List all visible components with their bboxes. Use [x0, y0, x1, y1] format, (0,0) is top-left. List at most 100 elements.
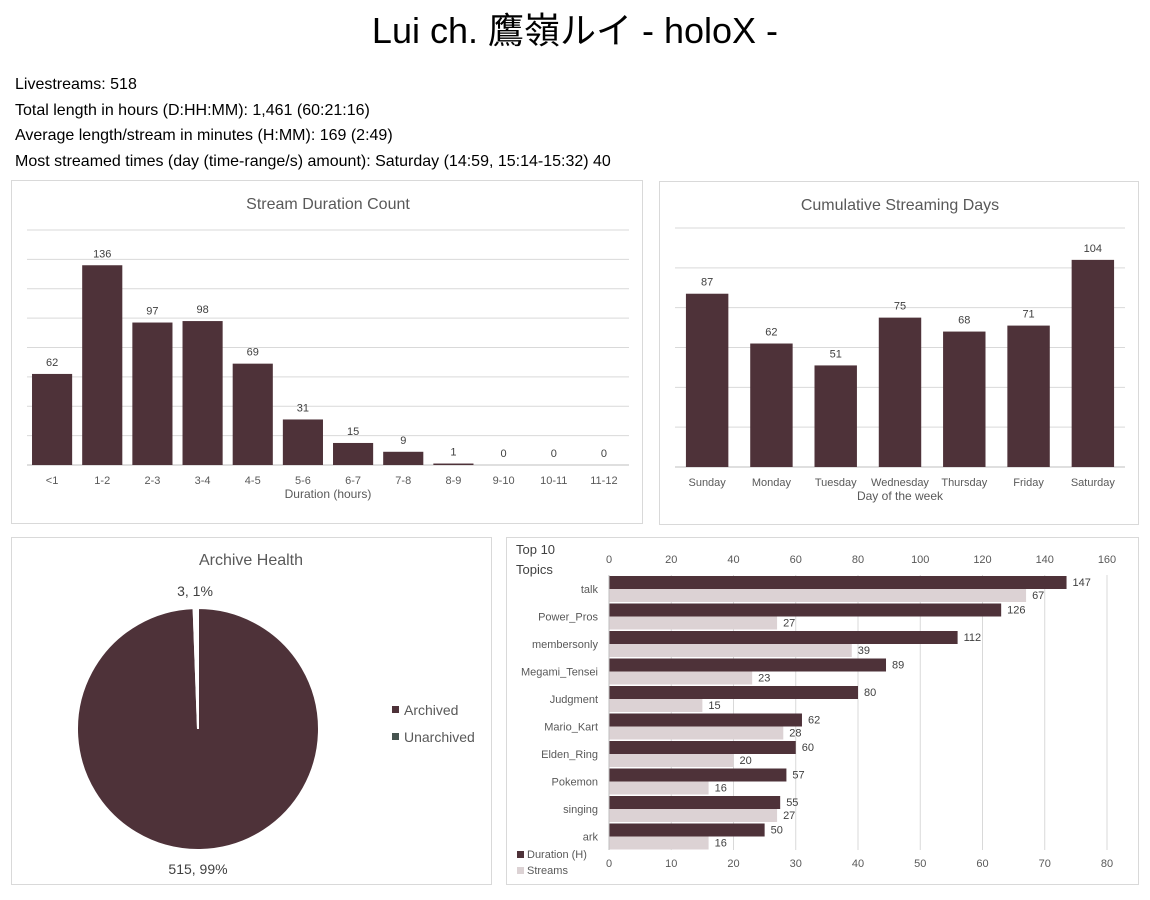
- topics-duration-bar: [609, 741, 796, 754]
- topics-chart-panel: Top 10 Topics 0 20 40 60 80 100 120 140 160 0 10 20 30…: [506, 537, 1139, 885]
- topics-category-label: Elden_Ring: [541, 749, 598, 761]
- topics-duration-label: 80: [864, 687, 876, 699]
- duration-data-label: 0: [601, 448, 607, 460]
- duration-data-label: 1: [450, 447, 456, 459]
- topics-streams-bar: [609, 781, 709, 795]
- topics-top-tick: 80: [852, 554, 864, 566]
- topics-top-tick: 120: [973, 554, 991, 566]
- topics-duration-label: 147: [1073, 577, 1091, 589]
- topics-duration-bar: [609, 713, 802, 727]
- pie-data-label: 3, 1%: [177, 583, 213, 599]
- days-bar: [943, 331, 986, 467]
- page-title: Lui ch. 鷹嶺ルイ - holoX -: [371, 10, 779, 51]
- days-data-label: 68: [958, 315, 970, 327]
- topics-streams-label: 15: [708, 700, 720, 712]
- topics-streams-bar: [609, 836, 709, 850]
- topics-duration-label: 126: [1007, 605, 1025, 617]
- pie-slice-unarchived: [192, 606, 199, 730]
- topics-duration-bar: [609, 576, 1067, 589]
- topics-duration-bar: [609, 658, 887, 672]
- topics-top-tick: 60: [790, 554, 802, 566]
- topics-duration-bar: [609, 631, 958, 644]
- duration-tick-label: <1: [46, 475, 59, 487]
- days-bar: [1071, 259, 1115, 467]
- stat-average-length: Average length/stream in minutes (H:MM):…: [15, 127, 393, 145]
- duration-tick-label: 11-12: [590, 475, 617, 487]
- days-tick-label: Monday: [752, 477, 792, 489]
- duration-data-label: 0: [501, 448, 507, 460]
- topics-duration-bar: [609, 603, 1002, 617]
- topics-top-tick: 40: [727, 554, 739, 566]
- stats-block: Livestreams: 518 Total length in hours (…: [15, 72, 611, 175]
- legend-swatch: [392, 706, 399, 713]
- topics-streams-label: 67: [1032, 590, 1044, 602]
- topics-category-label: Mario_Kart: [544, 722, 598, 734]
- duration-bar: [32, 373, 73, 465]
- days-bar: [814, 365, 857, 467]
- days-tick-label: Tuesday: [815, 477, 857, 489]
- topics-streams-bar: [609, 671, 753, 685]
- days-data-label: 75: [894, 301, 906, 313]
- archive-chart-panel: Archive Health 515, 99% 3, 1% Archived Unarc…: [11, 537, 492, 885]
- duration-bar: [232, 363, 273, 465]
- duration-tick-label: 5-6: [295, 475, 311, 487]
- duration-tick-label: 3-4: [195, 475, 211, 487]
- days-tick-label: Friday: [1013, 477, 1044, 489]
- topics-category-label: Pokemon: [552, 777, 598, 789]
- duration-bar: [132, 322, 173, 465]
- days-bar: [750, 343, 793, 467]
- duration-x-axis-label: Duration (hours): [285, 487, 372, 501]
- topics-category-label: singing: [563, 804, 598, 816]
- topics-bottom-tick: 30: [790, 858, 802, 870]
- topics-streams-label: 16: [715, 838, 727, 850]
- days-tick-label: Saturday: [1071, 477, 1116, 489]
- topics-streams-label: 27: [783, 810, 795, 822]
- topics-streams-label: 28: [789, 728, 801, 740]
- days-title: Cumulative Streaming Days: [801, 197, 999, 214]
- topics-duration-label: 112: [964, 632, 982, 644]
- topics-duration-label: 60: [802, 742, 814, 754]
- topics-top-tick: 160: [1098, 554, 1116, 566]
- duration-data-label: 136: [93, 248, 111, 260]
- duration-data-label: 97: [146, 306, 158, 318]
- stat-livestreams: Livestreams: 518: [15, 76, 137, 93]
- topics-streams-label: 16: [715, 783, 727, 795]
- legend-swatch: [392, 733, 399, 740]
- topics-streams-bar: [609, 754, 734, 767]
- topics-duration-bar: [609, 823, 765, 837]
- topics-chart: Top 10 Topics 0 20 40 60 80 100 120 140 160 0 10 20 30…: [516, 542, 1116, 877]
- duration-tick-label: 7-8: [395, 475, 411, 487]
- topics-duration-label: 55: [786, 797, 798, 809]
- duration-bar: [433, 463, 474, 465]
- topics-bottom-tick: 70: [1039, 858, 1051, 870]
- topics-streams-bar: [609, 589, 1027, 602]
- topics-bottom-tick: 60: [976, 858, 988, 870]
- days-data-label: 51: [830, 348, 842, 360]
- pie-data-label: 515, 99%: [168, 861, 227, 877]
- topics-duration-bar: [609, 686, 858, 699]
- topics-duration-bar: [609, 768, 787, 782]
- topics-streams-bar: [609, 644, 852, 657]
- days-bar: [1007, 325, 1050, 467]
- topics-category-label: membersonly: [532, 639, 599, 651]
- topics-duration-label: 89: [892, 660, 904, 672]
- topics-top-tick: 100: [911, 554, 929, 566]
- topics-category-label: ark: [583, 832, 599, 844]
- legend-label: Archived: [404, 702, 458, 718]
- archive-title: Archive Health: [199, 552, 303, 569]
- days-data-label: 71: [1022, 309, 1034, 321]
- legend-label: Unarchived: [404, 729, 475, 745]
- days-bar: [685, 293, 729, 467]
- duration-tick-label: 1-2: [94, 475, 110, 487]
- duration-tick-label: 10-11: [540, 475, 567, 487]
- duration-tick-label: 9-10: [493, 475, 515, 487]
- legend-label: Streams: [527, 865, 568, 877]
- topics-streams-bar: [609, 699, 703, 712]
- duration-data-label: 98: [196, 304, 208, 316]
- topics-duration-label: 50: [771, 825, 783, 837]
- topics-duration-label: 62: [808, 715, 820, 727]
- topics-top-tick: 20: [665, 554, 677, 566]
- topics-bottom-tick: 40: [852, 858, 864, 870]
- legend-swatch: [517, 867, 524, 874]
- topics-top-tick: 0: [606, 554, 612, 566]
